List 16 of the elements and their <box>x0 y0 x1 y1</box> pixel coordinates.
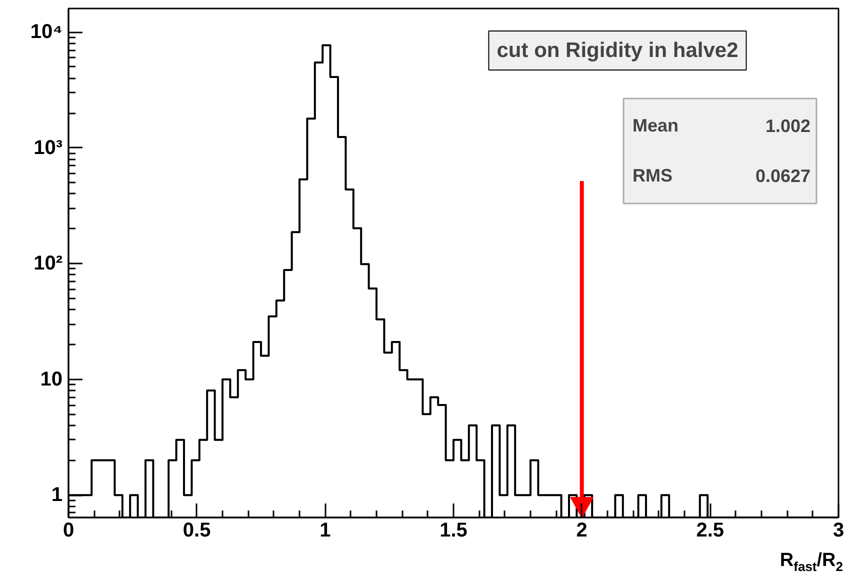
y-tick-label: 10³ <box>34 136 63 159</box>
y-tick-label: 10² <box>34 252 63 275</box>
text: cut on Rigidity in halve2 <box>496 39 738 62</box>
x-axis-title: R$_{fast}$/R$_{2}$ <box>780 550 843 576</box>
x-tick-label: 3 <box>832 520 844 542</box>
y-tick-label: 10 <box>40 368 63 390</box>
x-tick-label: 2.5 <box>696 520 724 542</box>
x-tick-label: 2 <box>576 520 588 542</box>
text: Mean 1.002 <box>632 116 811 136</box>
text: RMS 0.0627 <box>632 166 811 186</box>
x-tick-label: 0.5 <box>182 520 211 542</box>
y-tick-label: 10⁴ <box>30 21 62 44</box>
x-tick-label: 0 <box>62 520 74 542</box>
x-tick-label: 1 <box>320 520 331 542</box>
y-tick-label: 1 <box>51 484 62 506</box>
x-tick-label: 1.5 <box>440 520 468 542</box>
